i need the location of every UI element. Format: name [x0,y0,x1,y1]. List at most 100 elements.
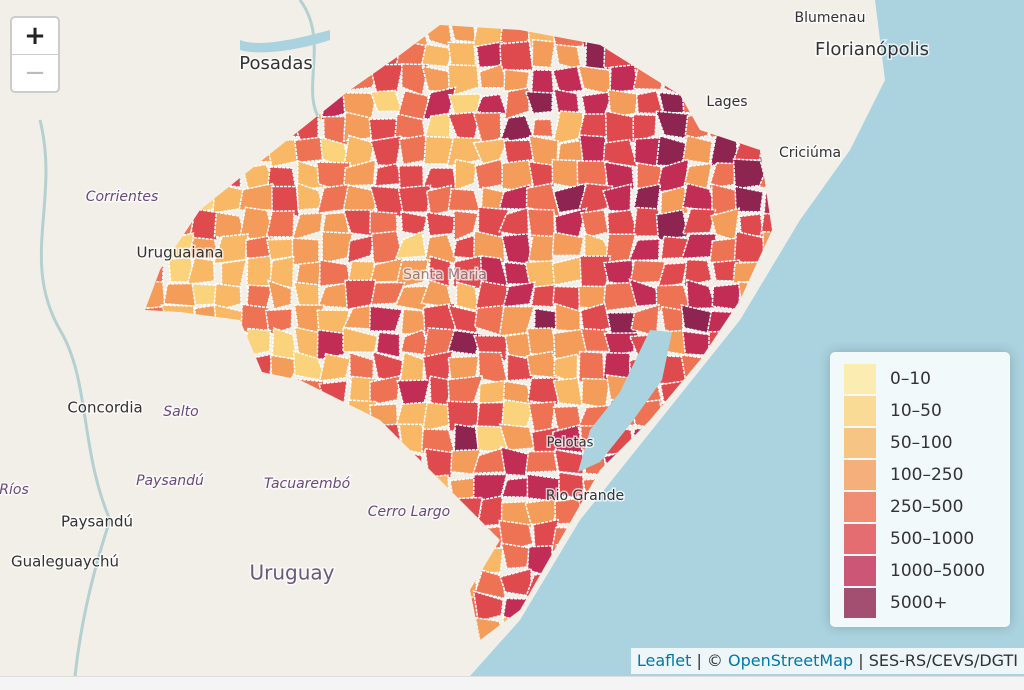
municipality [580,327,613,353]
municipality [580,377,611,409]
municipality [530,283,558,308]
municipality [528,400,557,433]
municipality [603,332,639,357]
status-bar [0,676,1024,690]
municipality [394,401,432,431]
municipality [551,65,584,94]
municipality [659,185,690,216]
separator: | [858,651,864,670]
municipality [552,377,584,407]
place-label: Ríos [0,482,29,498]
municipality [531,118,554,138]
municipality [498,423,536,452]
municipality [498,115,535,144]
leaflet-link[interactable]: Leaflet [636,651,692,670]
municipality [453,210,479,242]
municipality [474,569,507,600]
municipality [447,188,481,212]
municipality [709,237,739,264]
municipality [531,38,556,69]
municipality [375,331,401,359]
separator: | [696,651,702,670]
legend-item: 0–10 [844,364,931,394]
place-labels: Blumenau Florianópolis Posadas Lages Criciúm… [0,9,931,587]
municipality [551,110,584,146]
municipality [370,281,406,306]
municipality [524,90,554,115]
copyright: © [706,651,723,670]
municipality [342,326,379,354]
osm-link[interactable]: OpenStreetMap [728,651,854,670]
municipality [475,40,508,69]
municipality [526,473,561,503]
place-label: Florianópolis [815,39,929,60]
municipality [498,183,531,211]
place-label: Pelotas [547,436,594,451]
place-label: Tacuarembó [264,476,351,492]
municipality [186,256,216,286]
legend-item: 50–100 [844,428,953,458]
municipality [394,259,430,290]
municipality [602,259,635,288]
municipality [606,209,640,241]
municipality [478,63,510,89]
zoom-out[interactable]: − [12,54,58,91]
municipality [293,281,321,308]
municipality [455,281,480,313]
municipality [579,255,612,288]
municipality [448,25,477,43]
municipality [479,255,510,290]
municipality [472,112,502,146]
place-label: Uruguay [250,561,335,585]
municipality [527,376,560,406]
legend-label: 5000+ [890,593,948,613]
zoom-in[interactable]: + [24,21,46,51]
legend-label: 0–10 [890,369,931,389]
municipality [477,351,509,386]
place-label: Posadas [239,53,312,74]
municipality [472,230,506,264]
municipality [291,237,320,266]
municipality [577,65,612,96]
source: SES-RS/CEVS/DGTI [868,651,1018,670]
municipality [424,447,457,479]
municipality [163,282,197,308]
municipality [551,424,584,454]
place-label: Cerro Largo [368,504,451,520]
municipality [554,207,588,240]
municipality [632,113,657,144]
municipality [683,162,713,189]
municipality [454,158,478,192]
municipality [293,136,324,164]
municipality [316,329,347,361]
attribution: Leaflet | © OpenStreetMap | SES-RS/CEVS/… [630,648,1024,674]
place-label: Concordia [67,399,142,417]
municipality [369,374,401,406]
place-label: Santa Maria [403,267,487,283]
map[interactable]: Blumenau Florianópolis Posadas Lages Criciúm… [0,0,1024,676]
municipality [420,428,457,456]
legend-item: 10–50 [844,396,942,426]
municipality [681,182,719,214]
municipality [578,350,605,383]
municipality [655,208,689,241]
legend-item: 1000–5000 [844,556,985,586]
municipality [292,350,328,382]
municipality [342,184,380,216]
municipality [425,211,458,237]
municipality [167,256,195,283]
legend-item: 250–500 [844,492,963,522]
municipality [318,352,352,382]
place-label: Corrientes [86,189,159,205]
municipality [607,88,639,119]
legend-swatch [844,428,876,458]
municipality [635,89,664,115]
municipality [447,329,483,356]
municipality [447,374,484,407]
place-label: Paysandú [136,473,204,489]
municipality [530,69,555,98]
place-label: Criciúma [779,145,841,161]
municipality [269,255,295,289]
municipality [734,185,764,213]
legend-label: 250–500 [890,497,964,517]
